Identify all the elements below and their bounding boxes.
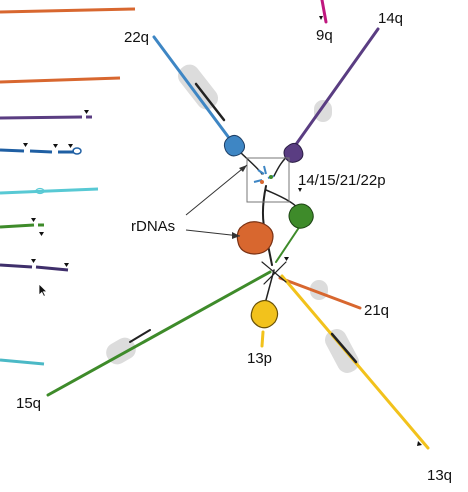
rdna-pointer-arrows — [185, 164, 248, 239]
gray-region — [325, 329, 359, 373]
rdna-arrowhead-lower — [232, 232, 240, 239]
gray-region — [314, 100, 332, 122]
hub-green-node — [269, 175, 273, 179]
arm-14q-line — [290, 27, 380, 152]
contig-end-marker — [68, 144, 73, 148]
green-tangle — [288, 203, 314, 229]
contig-end-marker — [64, 263, 69, 267]
graph-arms — [46, 0, 430, 450]
arm-13p-tail — [260, 330, 265, 348]
arm-22q-dark-segment — [194, 82, 226, 122]
contig-purple — [0, 115, 83, 120]
arm-15q-line — [46, 270, 272, 397]
arm-21q-line — [278, 276, 362, 310]
label-22q: 22q — [124, 29, 150, 46]
contig-end-marker — [39, 232, 44, 236]
contig-green — [0, 223, 35, 229]
contig-navy — [0, 263, 33, 269]
contig-end-marker — [319, 16, 323, 20]
contig-end-marker — [298, 188, 302, 192]
contig-end-marker — [31, 259, 36, 263]
contig-cyan-bubble — [35, 187, 45, 195]
rdna-orange-tangle — [236, 221, 274, 255]
contig-end-marker — [23, 143, 28, 147]
arm-9q-line — [320, 0, 328, 24]
contig-blue-a — [0, 148, 25, 153]
contig-end-marker — [84, 110, 89, 114]
junction-strands — [261, 261, 287, 285]
label-13p: 13p — [247, 350, 273, 367]
rdna-arrowhead-upper — [239, 165, 247, 172]
label-rdnas: rDNAs — [131, 218, 176, 235]
contig-blue-b — [29, 149, 53, 154]
arrow-cursor-icon — [38, 283, 48, 297]
label-acrocentric-group: 14/15/21/22p — [298, 172, 386, 189]
left-contig-column — [0, 7, 136, 366]
contig-cyan — [0, 187, 99, 195]
arm-15q-dark-segment — [129, 329, 151, 343]
label-14q: 14q — [378, 10, 404, 27]
purple-tangle — [283, 142, 304, 163]
contig-end-marker — [31, 218, 36, 222]
rdna-arrow-upper — [185, 164, 248, 216]
contig-navy-tail — [35, 265, 69, 272]
rdna-arrow-lower — [185, 229, 241, 237]
label-15q: 15q — [16, 395, 42, 412]
label-13q: 13q — [427, 467, 453, 484]
blue-tangle — [223, 134, 246, 157]
tangle-clusters — [223, 134, 314, 329]
contig-teal — [0, 358, 45, 366]
yellow-tangle — [250, 299, 279, 329]
arm-13q-dark-segment — [330, 332, 358, 364]
label-9q: 9q — [316, 27, 333, 44]
contig-end-marker — [417, 441, 422, 446]
contig-end-marker — [284, 257, 289, 261]
contig-blue-loop — [72, 147, 82, 155]
hub-zoom-box — [246, 157, 290, 203]
hub-orange-node — [260, 180, 264, 184]
contig-orange-1 — [0, 7, 136, 14]
label-21q: 21q — [364, 302, 390, 319]
hub-colored-fragments — [253, 165, 275, 183]
arm-22q-line — [152, 35, 240, 152]
green-branch-down — [275, 225, 301, 263]
graph-end-markers — [284, 16, 422, 446]
contig-orange-2 — [0, 76, 121, 84]
contig-end-marker — [53, 144, 58, 148]
